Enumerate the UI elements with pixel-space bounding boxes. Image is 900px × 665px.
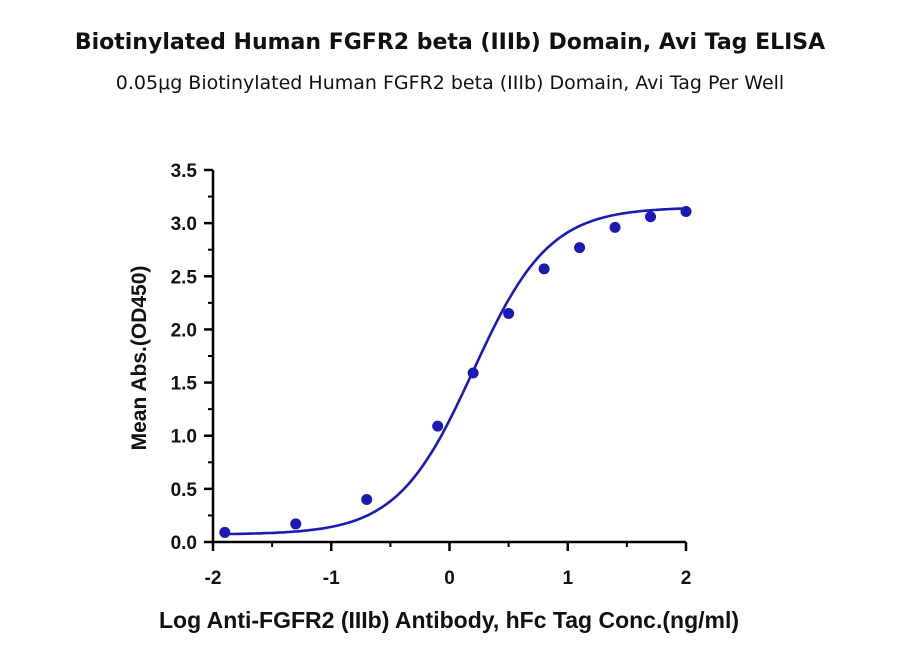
- data-point: [361, 493, 373, 505]
- x-tick-label: -1: [323, 568, 340, 589]
- y-axis-label: Mean Abs.(OD450): [128, 266, 151, 451]
- data-point: [290, 518, 302, 530]
- x-axis-label: Log Anti-FGFR2 (IIIb) Antibody, hFc Tag …: [159, 607, 739, 633]
- fit-curve: [224, 207, 687, 536]
- x-tick-label: 0: [444, 568, 455, 589]
- x-tick-label: -2: [205, 568, 222, 589]
- data-point: [680, 205, 692, 217]
- x-tick-label: 2: [681, 568, 692, 589]
- y-tick-label: 0.5: [171, 480, 198, 501]
- axes: 0.0 0.5 1.0 1.5 2.0 2.5 3.0 3.5 -2 -1 0 1 2: [171, 161, 692, 589]
- chart-title: Biotinylated Human FGFR2 beta (IIIb) Dom…: [74, 30, 826, 55]
- data-point: [219, 526, 231, 538]
- y-tick-label: 1.0: [171, 427, 197, 448]
- y-tick-label: 2.0: [171, 320, 197, 341]
- fit-curve-layer: [224, 207, 687, 536]
- data-point: [609, 221, 621, 233]
- data-point: [467, 367, 479, 379]
- y-tick-label: 3.0: [171, 214, 197, 235]
- data-point: [645, 211, 657, 223]
- y-tick-label: 1.5: [171, 374, 198, 395]
- y-tick-label: 2.5: [171, 267, 198, 288]
- data-point: [432, 420, 444, 432]
- chart-subtitle: 0.05μg Biotinylated Human FGFR2 beta (II…: [115, 72, 785, 94]
- data-points-layer: [219, 205, 692, 538]
- y-tick-label: 3.5: [171, 161, 198, 182]
- data-point: [503, 307, 515, 319]
- data-point: [538, 263, 550, 275]
- y-tick-label: 0.0: [171, 533, 197, 554]
- data-point: [574, 242, 586, 254]
- x-tick-label: 1: [562, 568, 573, 589]
